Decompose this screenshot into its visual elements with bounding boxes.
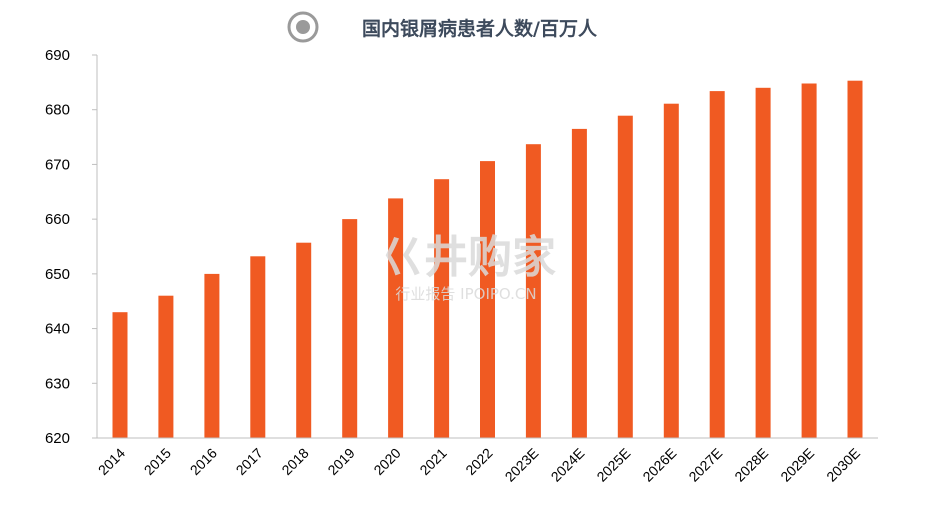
x-tick-label: 2020 (370, 445, 403, 478)
watermark-sub: 行业报告 IPOIPO.CN (395, 285, 536, 303)
bars (112, 80, 863, 439)
x-tick-label: 2021 (416, 445, 449, 478)
x-tick-label: 2026E (639, 445, 679, 485)
bar-2026E (663, 103, 679, 438)
bar-2022 (480, 161, 495, 438)
y-tick-label: 690 (45, 47, 70, 64)
bar-2018 (296, 242, 312, 438)
y-tick-label: 680 (45, 102, 70, 119)
bar-2027E (709, 91, 725, 438)
bar-2019 (342, 219, 358, 438)
x-tick-label: 2014 (95, 445, 128, 478)
y-tick-label: 620 (45, 430, 70, 447)
x-tick-label: 2024E (548, 445, 588, 485)
chart-title: 国内银屑病患者人数/百万人 (362, 17, 598, 40)
bar-2015 (158, 295, 174, 438)
y-axis: 620 630 640 650 660 670 680 690 (45, 47, 98, 447)
bar-2024E (571, 128, 587, 438)
bar-2030E (847, 80, 863, 438)
bar-2021 (434, 179, 450, 438)
chart-legend: 国内银屑病患者人数/百万人 (287, 11, 598, 43)
x-axis: 2014 2015 2016 2017 2018 2019 2020 2021 2022 2023… (95, 437, 878, 485)
y-tick-label: 630 (45, 375, 70, 392)
bar-2014 (112, 312, 128, 438)
x-tick-label: 2027E (685, 445, 725, 485)
y-tick-label: 650 (45, 266, 70, 283)
x-tick-label: 2028E (731, 445, 771, 485)
y-tick-label: 670 (45, 156, 70, 173)
radio-circle-icon (287, 11, 319, 43)
x-tick-label: 2022 (462, 445, 495, 478)
x-tick-label: 2019 (324, 445, 357, 478)
x-tick-label: 2017 (233, 445, 266, 478)
y-tick-label: 660 (45, 211, 70, 228)
y-tick-label: 640 (45, 321, 70, 338)
x-tick-label: 2016 (187, 445, 220, 478)
bar-2029E (801, 83, 817, 438)
x-tick-label: 2029E (777, 445, 817, 485)
x-tick-label: 2025E (593, 445, 633, 485)
bar-2023E (525, 144, 541, 438)
x-tick-label: 2018 (278, 445, 311, 478)
bar-2020 (388, 198, 404, 438)
watermark-main: 巜井购家 (380, 232, 556, 283)
x-tick-label: 2023E (502, 445, 542, 485)
bar-2017 (250, 256, 266, 438)
x-tick-label: 2015 (141, 445, 174, 478)
bar-2025E (617, 115, 633, 438)
watermark: 巜井购家 行业报告 IPOIPO.CN (380, 232, 556, 303)
bar-2028E (755, 87, 771, 439)
x-tick-label: 2030E (823, 445, 863, 485)
bar-2016 (204, 273, 220, 438)
